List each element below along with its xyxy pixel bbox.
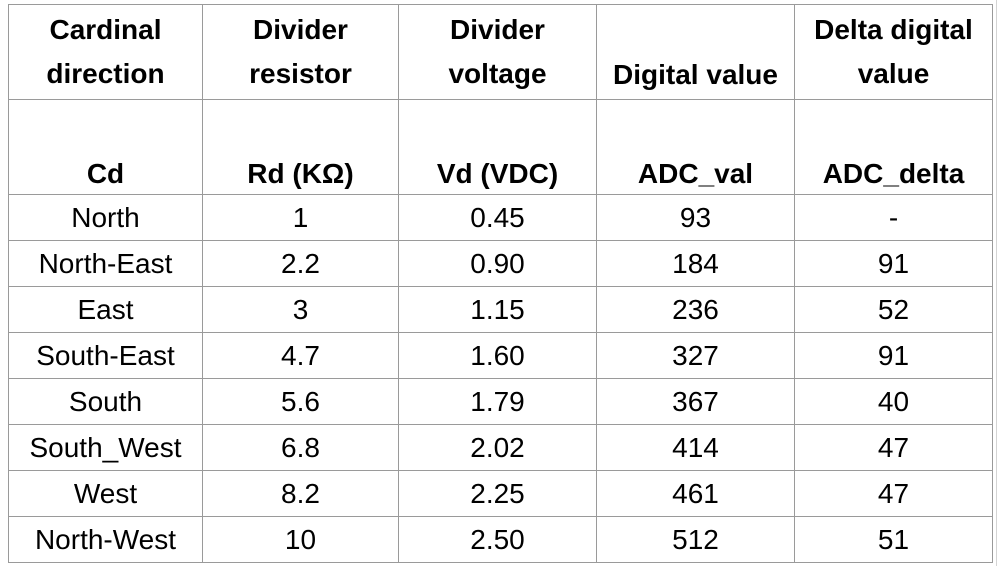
- header-text: value: [857, 58, 930, 89]
- header-text: Divider: [450, 14, 545, 45]
- header-text: Divider: [253, 14, 348, 45]
- table-row: West 8.2 2.25 461 47: [8, 470, 993, 517]
- table-cell[interactable]: 4.7: [202, 332, 399, 379]
- table-cell[interactable]: 1.60: [398, 332, 597, 379]
- table-cell[interactable]: 0.90: [398, 240, 597, 287]
- header-cell-rd[interactable]: Rd (KΩ): [202, 99, 399, 195]
- table-cell[interactable]: 2.50: [398, 516, 597, 563]
- header-text: Digital value: [613, 59, 778, 90]
- table-cell[interactable]: 2.25: [398, 470, 597, 517]
- table-cell[interactable]: North: [8, 194, 203, 241]
- table-cell[interactable]: 40: [794, 378, 993, 425]
- table-cell[interactable]: 0.45: [398, 194, 597, 241]
- header-text: Cardinal: [49, 14, 162, 45]
- table-row: South-East 4.7 1.60 327 91: [8, 332, 993, 379]
- table-cell[interactable]: 93: [596, 194, 795, 241]
- table-cell[interactable]: 184: [596, 240, 795, 287]
- table-cell[interactable]: 5.6: [202, 378, 399, 425]
- header-cell-divider-voltage[interactable]: Divider voltage: [398, 4, 597, 100]
- header-cell-digital-value[interactable]: Digital value: [596, 4, 795, 100]
- table-cell[interactable]: 1.79: [398, 378, 597, 425]
- header-text: direction: [46, 58, 165, 89]
- table-cell[interactable]: 512: [596, 516, 795, 563]
- header-cell-cardinal-direction[interactable]: Cardinal direction: [8, 4, 203, 100]
- table-cell[interactable]: 10: [202, 516, 399, 563]
- table-row: East 3 1.15 236 52: [8, 286, 993, 333]
- table-cell[interactable]: 51: [794, 516, 993, 563]
- header-cell-adc-val[interactable]: ADC_val: [596, 99, 795, 195]
- table-cell[interactable]: South: [8, 378, 203, 425]
- table-cell[interactable]: 91: [794, 332, 993, 379]
- table-cell[interactable]: 91: [794, 240, 993, 287]
- table-row: North-East 2.2 0.90 184 91: [8, 240, 993, 287]
- table-row: North 1 0.45 93 -: [8, 194, 993, 241]
- table-cell[interactable]: West: [8, 470, 203, 517]
- table-row: South 5.6 1.79 367 40: [8, 378, 993, 425]
- resistor-divider-table: Cardinal direction Divider resistor Divi…: [8, 4, 993, 563]
- table-cell[interactable]: 52: [794, 286, 993, 333]
- table-cell[interactable]: 2.02: [398, 424, 597, 471]
- table-cell[interactable]: South_West: [8, 424, 203, 471]
- table-cell[interactable]: 8.2: [202, 470, 399, 517]
- header-row-descriptions: Cardinal direction Divider resistor Divi…: [8, 4, 993, 100]
- header-cell-divider-resistor[interactable]: Divider resistor: [202, 4, 399, 100]
- table-cell[interactable]: 6.8: [202, 424, 399, 471]
- header-text: voltage: [448, 58, 547, 89]
- table-cell[interactable]: 461: [596, 470, 795, 517]
- table-cell[interactable]: -: [794, 194, 993, 241]
- table-cell[interactable]: 236: [596, 286, 795, 333]
- table-cell[interactable]: 1: [202, 194, 399, 241]
- table-cell[interactable]: 3: [202, 286, 399, 333]
- table-cell[interactable]: 47: [794, 424, 993, 471]
- table-cell[interactable]: North-West: [8, 516, 203, 563]
- table-cell[interactable]: South-East: [8, 332, 203, 379]
- header-cell-cd[interactable]: Cd: [8, 99, 203, 195]
- header-cell-delta-digital-value[interactable]: Delta digital value: [794, 4, 993, 100]
- header-row-symbols: Cd Rd (KΩ) Vd (VDC) ADC_val ADC_delta: [8, 99, 993, 195]
- header-cell-adc-delta[interactable]: ADC_delta: [794, 99, 993, 195]
- table-row: South_West 6.8 2.02 414 47: [8, 424, 993, 471]
- table-cell[interactable]: 1.15: [398, 286, 597, 333]
- table-cell[interactable]: East: [8, 286, 203, 333]
- table-cell[interactable]: 327: [596, 332, 795, 379]
- table-cell[interactable]: 47: [794, 470, 993, 517]
- table-cell[interactable]: 414: [596, 424, 795, 471]
- header-text: Delta digital: [814, 14, 973, 45]
- table-cell[interactable]: 367: [596, 378, 795, 425]
- table-row: North-West 10 2.50 512 51: [8, 516, 993, 563]
- table-cell[interactable]: 2.2: [202, 240, 399, 287]
- header-cell-vd[interactable]: Vd (VDC): [398, 99, 597, 195]
- header-text: resistor: [249, 58, 352, 89]
- table-cell[interactable]: North-East: [8, 240, 203, 287]
